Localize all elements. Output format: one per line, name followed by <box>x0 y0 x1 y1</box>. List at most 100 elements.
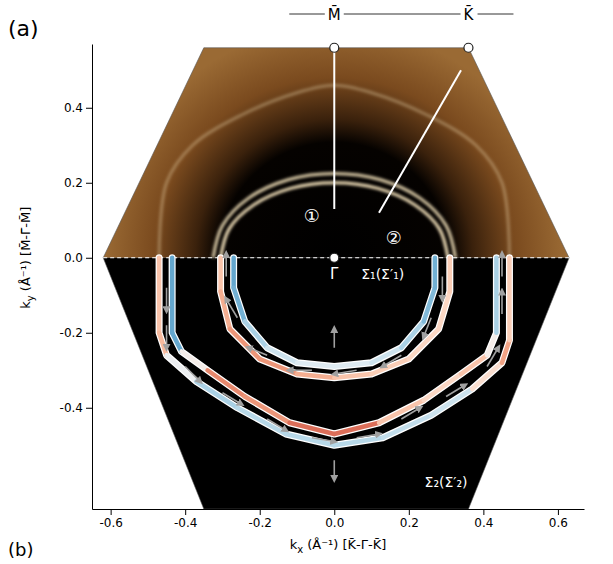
contour-label: Σ₁(Σ′₁) <box>361 266 404 282</box>
tick-label: -0.4 <box>174 516 197 530</box>
contour-segment <box>297 374 334 378</box>
contour-segment <box>297 363 334 367</box>
spin-arrow <box>442 277 444 300</box>
contour-segment <box>170 258 175 333</box>
tick-mark <box>86 408 92 409</box>
tick-mark <box>86 183 92 184</box>
tick: -0.4 <box>174 509 197 530</box>
contour-segment <box>448 258 453 292</box>
tick-label: 0.0 <box>64 251 83 265</box>
axis-line <box>93 509 585 510</box>
point-label: Γ̄ <box>330 265 339 283</box>
contour-segment <box>334 438 382 446</box>
panel-label: (b) <box>8 539 33 560</box>
contour-segment <box>472 363 502 389</box>
point-label-group: Γ̄ <box>330 265 339 283</box>
contour <box>221 258 450 378</box>
spin-arrow <box>222 393 241 404</box>
tick: -0.2 <box>60 326 92 340</box>
contour-segment <box>196 382 237 408</box>
symmetry-point <box>330 43 339 52</box>
tick: 0.6 <box>549 509 568 530</box>
contour-segment <box>334 363 371 367</box>
spin-arrow <box>357 434 379 438</box>
cut-label: ① <box>304 205 320 226</box>
tick-label: -0.4 <box>60 401 83 415</box>
tick-mark <box>86 108 92 109</box>
spin-arrow <box>487 348 498 367</box>
tick-label: -0.2 <box>60 326 83 340</box>
spin-arrow <box>249 348 268 356</box>
contour <box>159 258 509 446</box>
contour <box>234 258 435 367</box>
symmetry-points <box>330 43 473 262</box>
tick-mark <box>483 509 484 515</box>
tick: 0.0 <box>64 251 92 265</box>
cut-line <box>333 48 335 209</box>
contour-segment <box>218 258 223 292</box>
label-backdrop <box>325 5 344 24</box>
panel-label: (a) <box>8 16 39 41</box>
contour-segment <box>439 292 450 330</box>
tick-mark <box>86 333 92 334</box>
spin-arrow <box>312 438 334 442</box>
contour-segment <box>334 374 371 378</box>
contour-segment <box>334 423 379 434</box>
spin-arrow <box>334 370 356 374</box>
tick-mark <box>185 509 186 515</box>
annotations: Γ̄M̄K̄①②Σ₁(Σ′₁)Σ₂(Σ′₂) <box>289 5 513 489</box>
tick: -0.2 <box>249 509 272 530</box>
contour-outline <box>221 258 450 378</box>
axis-line <box>92 45 93 510</box>
contour-segment <box>286 434 334 445</box>
tick-label: -0.2 <box>249 516 272 530</box>
tick-label: -0.6 <box>99 516 122 530</box>
point-label: M̄ <box>328 5 341 24</box>
tick: 0.2 <box>64 176 92 190</box>
spin-arrow <box>333 460 335 479</box>
label-backdrop <box>461 5 478 24</box>
cut-label: ② <box>386 227 402 248</box>
contour-segment <box>237 408 285 434</box>
cut-line <box>379 70 461 213</box>
symmetry-point <box>330 253 339 262</box>
tick-mark <box>334 509 335 515</box>
tick: 0.0 <box>325 509 344 530</box>
spin-arrow <box>185 367 200 382</box>
contour-segment <box>494 258 499 333</box>
contour-segment <box>221 292 230 330</box>
contour-outline <box>159 258 509 446</box>
contour-segment <box>424 288 435 322</box>
tick-label: 0.2 <box>400 516 419 530</box>
y-axis: -0.4-0.20.00.20.4 <box>60 45 93 510</box>
spin-arrows <box>167 254 502 479</box>
label-rule <box>289 14 513 15</box>
contour-label: Σ₂(Σ′₂) <box>425 474 468 490</box>
plot-area <box>92 44 584 509</box>
tick: 0.4 <box>474 509 493 530</box>
spin-arrow <box>290 369 312 371</box>
tick-mark <box>260 509 261 515</box>
spin-arrow <box>383 355 402 366</box>
tick-label: 0.6 <box>549 516 568 530</box>
contour-segment <box>502 340 509 363</box>
tick: -0.6 <box>99 509 122 530</box>
contour-segment <box>167 355 197 381</box>
zone-map <box>92 44 584 509</box>
tick: 0.2 <box>400 509 419 530</box>
schematic-background <box>92 258 584 509</box>
contour-segment <box>383 415 431 438</box>
spin-arrow <box>401 408 420 419</box>
tick-label: 0.4 <box>474 516 493 530</box>
tick-mark <box>111 509 112 515</box>
spin-arrow <box>226 299 237 318</box>
axis-title-text: (Å⁻¹) [M̄-Γ̄-M̄] <box>18 207 33 296</box>
tick-mark <box>86 258 92 259</box>
contour-outline <box>234 258 435 367</box>
contour-segment <box>234 288 245 322</box>
spin-arrow <box>446 385 465 396</box>
tick-mark <box>409 509 410 515</box>
contour-segment <box>290 423 335 434</box>
spin-arrow <box>501 292 503 315</box>
axis-title-text: (Å⁻¹) [K̄-Γ̄-K̄] <box>303 537 386 552</box>
